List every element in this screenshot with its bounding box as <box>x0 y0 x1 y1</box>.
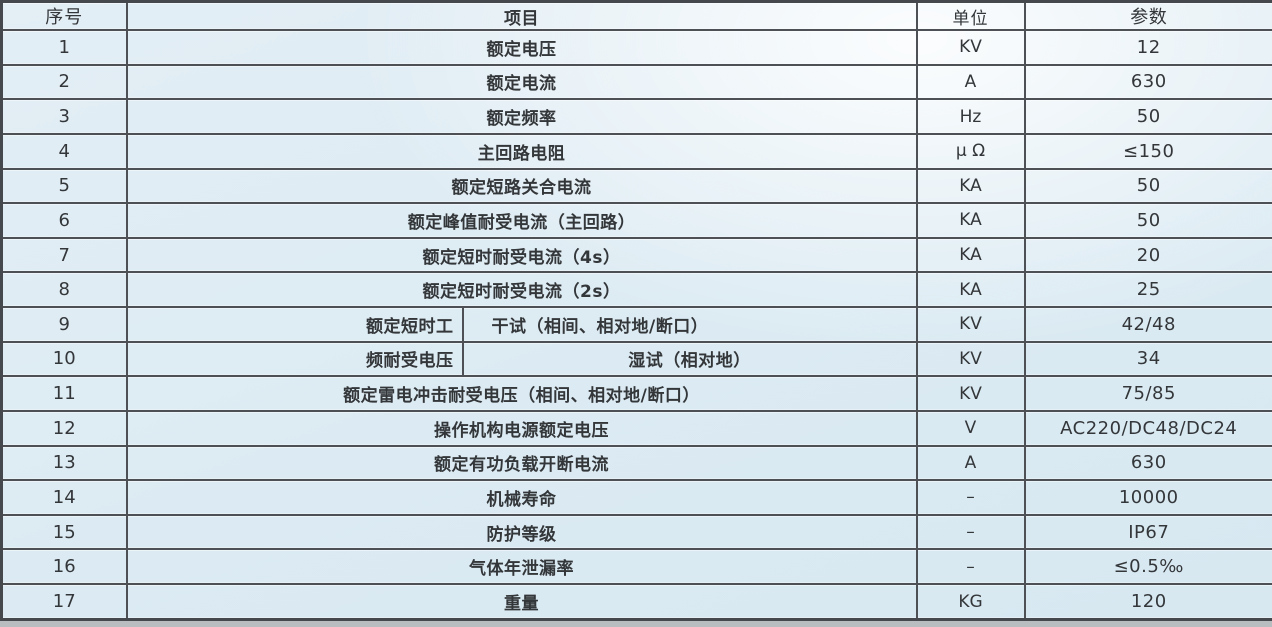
table-row: 13 额定有功负载开断电流 A 630 <box>0 444 1272 482</box>
table-row: 3 额定频率 Hz 50 <box>0 98 1272 135</box>
table-row: 11 额定雷电冲击耐受电压（相间、相对地/断口） KV 75/85 <box>0 375 1272 412</box>
cell-unit: KV <box>915 375 1026 412</box>
cell-unit: KV <box>915 306 1026 343</box>
cell-item: 额定短路关合电流 <box>125 167 918 205</box>
cell-item-left: 频耐受电压 <box>125 340 464 378</box>
cell-param: ≤150 <box>1023 132 1272 170</box>
cell-no: 5 <box>0 167 128 205</box>
table-row: 15 防护等级 – IP67 <box>0 513 1272 551</box>
cell-item: 气体年泄漏率 <box>125 548 918 585</box>
cell-no: 11 <box>0 375 128 412</box>
cell-item-right: 干试（相间、相对地/断口） <box>461 306 918 343</box>
cell-param: 630 <box>1023 63 1272 101</box>
cell-no: 1 <box>0 29 128 66</box>
spec-table-body: 1 额定电压 KV 12 2 额定电流 A 630 3 额定频率 Hz 50 4 主回路电阻 μ Ω ≤150… <box>0 29 1272 621</box>
cell-item: 额定雷电冲击耐受电压（相间、相对地/断口） <box>125 375 918 412</box>
table-row: 17 重量 KG 120 <box>0 583 1272 621</box>
cell-no: 16 <box>0 548 128 585</box>
cell-param: ≤0.5‰ <box>1023 548 1272 585</box>
cell-item: 额定短时耐受电流（4s） <box>125 236 918 274</box>
table-row: 2 额定电流 A 630 <box>0 63 1272 101</box>
cell-item-right: 湿试（相对地） <box>461 340 918 378</box>
cell-unit: KA <box>915 271 1026 308</box>
cell-param: 630 <box>1023 444 1272 482</box>
cell-unit: – <box>915 548 1026 585</box>
cell-param: 50 <box>1023 202 1272 239</box>
table-row: 4 主回路电阻 μ Ω ≤150 <box>0 132 1272 170</box>
header-unit: 单位 <box>915 0 1026 31</box>
cell-no: 7 <box>0 236 128 274</box>
cell-item-left: 额定短时工 <box>125 306 464 343</box>
cell-param: 12 <box>1023 29 1272 66</box>
cell-param: 50 <box>1023 167 1272 205</box>
cell-param: IP67 <box>1023 513 1272 551</box>
table-row: 6 额定峰值耐受电流（主回路） KA 50 <box>0 202 1272 239</box>
table-row: 16 气体年泄漏率 – ≤0.5‰ <box>0 548 1272 585</box>
cell-param: 50 <box>1023 98 1272 135</box>
cell-no: 13 <box>0 444 128 482</box>
cell-param: 120 <box>1023 583 1272 621</box>
cell-no: 9 <box>0 306 128 343</box>
cell-no: 15 <box>0 513 128 551</box>
cell-item: 额定电流 <box>125 63 918 101</box>
cell-no: 17 <box>0 583 128 621</box>
header-param: 参数 <box>1023 0 1272 31</box>
cell-param: 75/85 <box>1023 375 1272 412</box>
cell-unit: V <box>915 409 1026 447</box>
cell-no: 8 <box>0 271 128 308</box>
cell-no: 3 <box>0 98 128 135</box>
cell-no: 10 <box>0 340 128 378</box>
cell-unit: Hz <box>915 98 1026 135</box>
cell-item: 额定短时耐受电流（2s） <box>125 271 918 308</box>
cell-unit: KA <box>915 167 1026 205</box>
cell-unit: KV <box>915 340 1026 378</box>
cell-param: 25 <box>1023 271 1272 308</box>
cell-unit: A <box>915 444 1026 482</box>
table-row: 14 机械寿命 –10000 <box>0 479 1272 516</box>
cell-no: 6 <box>0 202 128 239</box>
cell-unit: KG <box>915 583 1026 621</box>
cell-unit: – <box>915 513 1026 551</box>
table-row: 5 额定短路关合电流 KA 50 <box>0 167 1272 205</box>
cell-unit: KV <box>915 29 1026 66</box>
cell-item: 主回路电阻 <box>125 132 918 170</box>
cell-item: 额定频率 <box>125 98 918 135</box>
cell-no: 12 <box>0 409 128 447</box>
cell-param: AC220/DC48/DC24 <box>1023 409 1272 447</box>
table-row: 1 额定电压 KV 12 <box>0 29 1272 66</box>
cell-item: 重量 <box>125 583 918 621</box>
cell-unit: KA <box>915 236 1026 274</box>
cell-param: 42/48 <box>1023 306 1272 343</box>
cell-item: 额定有功负载开断电流 <box>125 444 918 482</box>
cell-item: 机械寿命 <box>125 479 918 516</box>
cell-item: 操作机构电源额定电压 <box>125 409 918 447</box>
cell-no: 4 <box>0 132 128 170</box>
cell-param: 34 <box>1023 340 1272 378</box>
cell-item: 防护等级 <box>125 513 918 551</box>
cell-unit: KA <box>915 202 1026 239</box>
table-row: 7 额定短时耐受电流（4s） KA 20 <box>0 236 1272 274</box>
cell-item: 额定峰值耐受电流（主回路） <box>125 202 918 239</box>
cell-item: 额定电压 <box>125 29 918 66</box>
table-row: 8 额定短时耐受电流（2s） KA 25 <box>0 271 1272 308</box>
cell-unit: – <box>915 479 1026 516</box>
cell-no: 14 <box>0 479 128 516</box>
cell-param: 20 <box>1023 236 1272 274</box>
header-row: 序号 项目 单位 参数 <box>0 0 1272 31</box>
table-row: 9 额定短时工 干试（相间、相对地/断口） KV 42/48 <box>0 306 1272 343</box>
table-row: 10 频耐受电压 湿试（相对地） KV 34 <box>0 340 1272 378</box>
cell-no: 2 <box>0 63 128 101</box>
header-no: 序号 <box>0 0 128 31</box>
cell-unit: A <box>915 63 1026 101</box>
table-row: 12 操作机构电源额定电压 V AC220/DC48/DC24 <box>0 409 1272 447</box>
cell-unit: μ Ω <box>915 132 1026 170</box>
header-item: 项目 <box>125 0 918 31</box>
cell-param: 10000 <box>1023 479 1272 516</box>
